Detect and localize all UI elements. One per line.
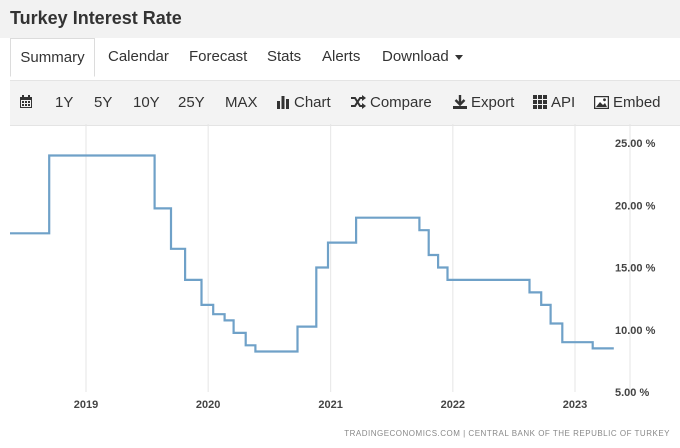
chart-type-button[interactable]: Chart bbox=[276, 81, 331, 125]
chart-toolbar: 1Y 5Y 10Y 25Y MAX Chart Compare Export A… bbox=[10, 80, 680, 126]
tab-forecast[interactable]: Forecast bbox=[189, 48, 248, 65]
page-title: Turkey Interest Rate bbox=[10, 8, 182, 28]
y-tick-label: 5.00 % bbox=[615, 387, 649, 399]
download-icon bbox=[453, 95, 467, 110]
calendar-icon bbox=[20, 95, 32, 109]
tab-stats[interactable]: Stats bbox=[267, 48, 302, 65]
export-button[interactable]: Export bbox=[453, 81, 514, 125]
image-icon bbox=[593, 95, 610, 109]
grid-icon bbox=[533, 95, 547, 110]
title-bar: Turkey Interest Rate bbox=[0, 0, 680, 39]
interest-rate-chart: 2019 2020 2021 2022 2023 5.00 % 10.00 % 15.00 … bbox=[0, 124, 670, 438]
x-tick-label: 2023 bbox=[563, 399, 587, 411]
tab-alerts[interactable]: Alerts bbox=[322, 48, 361, 65]
tab-calendar[interactable]: Calendar bbox=[108, 48, 169, 65]
api-button[interactable]: API bbox=[533, 81, 575, 125]
x-tick-label: 2019 bbox=[74, 399, 98, 411]
compare-button-label: Compare bbox=[370, 94, 432, 111]
chart-area: 2019 2020 2021 2022 2023 5.00 % 10.00 % 15.00 … bbox=[0, 124, 680, 443]
range-10y-button[interactable]: 10Y bbox=[133, 94, 160, 111]
range-max-button[interactable]: MAX bbox=[225, 94, 258, 111]
range-1y-button[interactable]: 1Y bbox=[55, 94, 74, 111]
calendar-button[interactable] bbox=[19, 81, 37, 125]
range-25y-button[interactable]: 25Y bbox=[178, 94, 205, 111]
embed-button[interactable]: Embed bbox=[593, 81, 661, 125]
y-tick-label: 25.00 % bbox=[615, 138, 656, 150]
tab-download[interactable]: Download bbox=[382, 38, 463, 75]
bar-chart-icon bbox=[277, 96, 289, 110]
y-tick-label: 15.00 % bbox=[615, 263, 656, 275]
api-button-label: API bbox=[551, 94, 576, 111]
source-credit: TRADINGECONOMICS.COM | CENTRAL BANK OF T… bbox=[344, 429, 670, 438]
export-button-label: Export bbox=[471, 94, 515, 111]
tab-summary[interactable]: Summary bbox=[10, 38, 95, 77]
tab-bar: Summary Calendar Forecast Stats Alerts D… bbox=[0, 38, 680, 77]
compare-button[interactable]: Compare bbox=[350, 81, 432, 125]
y-tick-label: 10.00 % bbox=[615, 325, 656, 337]
y-tick-label: 20.00 % bbox=[615, 200, 656, 212]
shuffle-icon bbox=[351, 95, 366, 110]
x-tick-label: 2020 bbox=[196, 399, 220, 411]
embed-button-label: Embed bbox=[613, 94, 661, 111]
x-tick-label: 2022 bbox=[441, 399, 465, 411]
range-5y-button[interactable]: 5Y bbox=[94, 94, 113, 111]
chart-button-label: Chart bbox=[294, 94, 331, 111]
x-tick-label: 2021 bbox=[318, 399, 342, 411]
tab-download-label: Download bbox=[382, 48, 449, 65]
caret-down-icon bbox=[454, 54, 463, 60]
rate-series-line bbox=[0, 154, 614, 353]
